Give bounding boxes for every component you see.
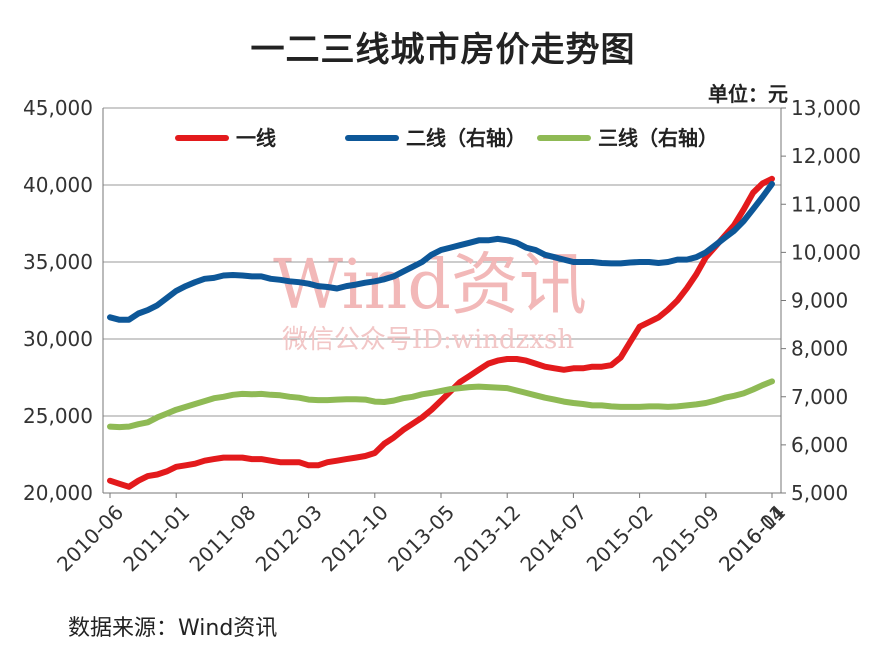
y-left-tick-label: 30,000 <box>23 327 93 351</box>
legend-label: 二线（右轴） <box>406 126 526 150</box>
source-note: 数据来源：Wind资讯 <box>68 616 278 641</box>
x-tick-label: 2012-10 <box>317 500 393 576</box>
legend-label: 一线 <box>236 126 276 150</box>
legend: 一线 二线（右轴） 三线（右轴） <box>175 126 718 150</box>
series-line <box>107 175 775 490</box>
y-left-tick-label: 25,000 <box>23 404 93 428</box>
legend-label: 三线（右轴） <box>598 126 718 150</box>
y-right-tick-label: 9,000 <box>791 289 848 313</box>
y-right-tick-label: 11,000 <box>791 192 861 216</box>
x-tick-label: 2010-06 <box>52 500 128 576</box>
unit-label: 单位：元 <box>708 82 788 106</box>
watermark: Wind资讯 微信公众号ID:windzxsh <box>273 246 587 355</box>
y-right-tick-label: 5,000 <box>791 481 848 505</box>
y-left-tick-label: 20,000 <box>23 481 93 505</box>
y-right-tick-label: 6,000 <box>791 433 848 457</box>
y-right-tick-label: 7,000 <box>791 385 848 409</box>
x-tick-label: 2016-11 <box>714 500 790 576</box>
y-left-tick-label: 45,000 <box>23 96 93 120</box>
x-tick-label: 2015-09 <box>648 500 724 576</box>
y-left-tick-label: 35,000 <box>23 250 93 274</box>
x-tick-label: 2015-02 <box>582 500 658 576</box>
x-tick-label: 2011-08 <box>184 500 260 576</box>
y-right-tick-label: 13,000 <box>791 96 861 120</box>
series-line <box>107 181 775 323</box>
y-right-tick-label: 12,000 <box>791 144 861 168</box>
series-lines <box>107 175 775 490</box>
x-tick-label: 2012-03 <box>251 500 327 576</box>
x-tick-label: 2013-12 <box>449 500 525 576</box>
y-left-tick-label: 40,000 <box>23 173 93 197</box>
y-right-tick-label: 8,000 <box>791 337 848 361</box>
x-tick-label: 2014-07 <box>515 500 591 576</box>
x-tick-label: 2011-01 <box>118 500 194 576</box>
x-tick-label: 2013-05 <box>383 500 459 576</box>
y-right-tick-label: 10,000 <box>791 240 861 264</box>
series-line <box>107 378 775 431</box>
chart-title: 一二三线城市房价走势图 <box>250 30 636 70</box>
watermark-sub: 微信公众号ID:windzxsh <box>282 325 575 355</box>
